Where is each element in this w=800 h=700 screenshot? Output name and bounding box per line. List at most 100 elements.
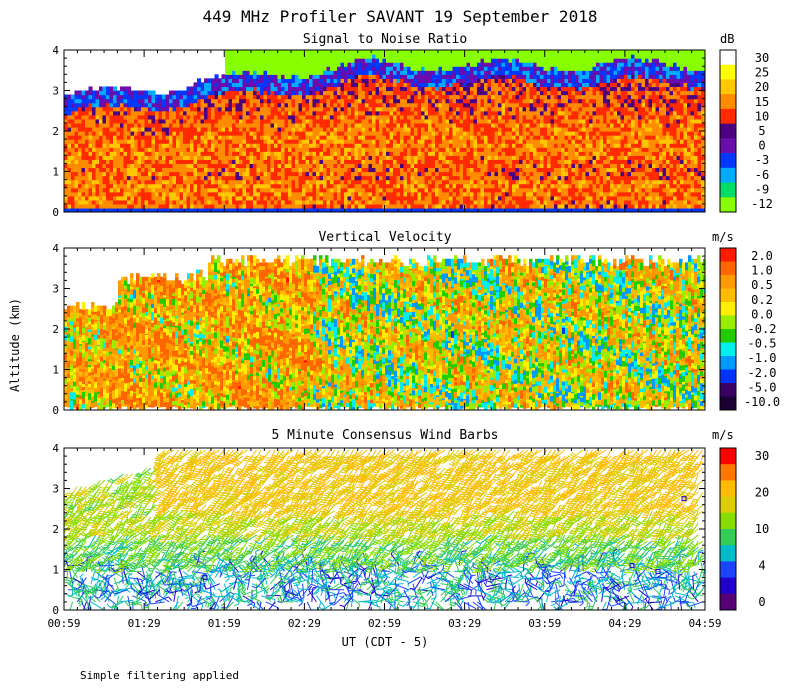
snr-cell bbox=[113, 143, 118, 148]
snr-cell bbox=[207, 171, 212, 177]
snr-cell bbox=[190, 159, 195, 164]
snr-cell bbox=[134, 167, 139, 173]
snr-cell bbox=[417, 70, 422, 75]
snr-cell bbox=[74, 159, 79, 164]
snr-cell bbox=[95, 131, 100, 136]
snr-cell bbox=[295, 203, 300, 209]
snr-cell bbox=[445, 82, 450, 88]
snr-cell bbox=[172, 175, 177, 181]
snr-cell bbox=[88, 163, 93, 169]
snr-cell bbox=[421, 187, 426, 193]
snr-cell bbox=[267, 50, 272, 55]
snr-cell bbox=[102, 151, 107, 156]
snr-cell bbox=[85, 199, 90, 205]
snr-cell bbox=[137, 171, 142, 177]
snr-cell bbox=[267, 187, 272, 193]
snr-cell bbox=[123, 203, 128, 209]
snr-cell bbox=[473, 102, 478, 108]
snr-cell bbox=[176, 90, 181, 96]
snr-cell bbox=[487, 94, 492, 100]
snr-cell bbox=[232, 54, 237, 59]
snr-cell bbox=[533, 70, 538, 75]
snr-cell bbox=[452, 187, 457, 193]
snr-cell bbox=[246, 122, 251, 128]
snr-cell bbox=[382, 122, 387, 128]
snr-cell bbox=[309, 163, 314, 169]
snr-cell bbox=[410, 151, 415, 156]
snr-cell bbox=[417, 163, 422, 169]
snr-cell bbox=[190, 86, 195, 92]
snr-cell bbox=[162, 187, 167, 193]
snr-cell bbox=[127, 167, 132, 173]
snr-cell bbox=[393, 131, 398, 136]
snr-cell bbox=[407, 106, 412, 112]
snr-cell bbox=[368, 155, 373, 160]
snr-cell bbox=[522, 110, 527, 116]
snr-cell bbox=[298, 191, 303, 197]
snr-cell bbox=[253, 82, 258, 88]
snr-cell bbox=[274, 191, 279, 197]
snr-cell bbox=[193, 90, 198, 96]
snr-cell bbox=[193, 126, 198, 132]
snr-cell bbox=[438, 86, 443, 92]
snr-cell bbox=[526, 58, 531, 63]
snr-cell bbox=[337, 118, 342, 124]
snr-cell bbox=[470, 122, 475, 128]
snr-cell bbox=[487, 126, 492, 132]
snr-cell bbox=[347, 187, 352, 193]
snr-cell bbox=[470, 207, 475, 212]
snr-cell bbox=[221, 151, 226, 156]
snr-cell bbox=[337, 183, 342, 189]
snr-cell bbox=[386, 199, 391, 205]
snr-cell bbox=[501, 94, 506, 100]
snr-cell bbox=[512, 118, 517, 124]
snr-cell bbox=[368, 110, 373, 116]
snr-cell bbox=[183, 191, 188, 197]
snr-cell bbox=[470, 151, 475, 156]
snr-cell bbox=[487, 139, 492, 144]
snr-cell bbox=[396, 102, 401, 108]
snr-cell bbox=[225, 110, 230, 116]
snr-cell bbox=[253, 187, 258, 193]
snr-cell bbox=[456, 98, 461, 104]
snr-cell bbox=[113, 155, 118, 160]
snr-cell bbox=[522, 62, 527, 67]
snr-cell bbox=[449, 66, 454, 71]
snr-cell bbox=[235, 98, 240, 104]
snr-cell bbox=[414, 102, 419, 108]
snr-cell bbox=[340, 82, 345, 88]
snr-cell bbox=[449, 74, 454, 79]
snr-cell bbox=[358, 203, 363, 209]
snr-cell bbox=[207, 179, 212, 185]
snr-cell bbox=[379, 167, 384, 173]
snr-cell bbox=[403, 54, 408, 59]
snr-cell bbox=[445, 195, 450, 201]
snr-cell bbox=[316, 94, 321, 100]
snr-cell bbox=[288, 187, 293, 193]
snr-cell bbox=[393, 155, 398, 160]
snr-cell bbox=[326, 114, 331, 120]
snr-cell bbox=[372, 106, 377, 112]
snr-cell bbox=[522, 203, 527, 209]
snr-cell bbox=[102, 187, 107, 193]
snr-cell bbox=[515, 62, 520, 67]
snr-cell bbox=[123, 199, 128, 205]
snr-cell bbox=[144, 98, 149, 104]
snr-cell bbox=[508, 110, 513, 116]
snr-cell bbox=[235, 135, 240, 140]
snr-cell bbox=[368, 118, 373, 124]
snr-cell bbox=[256, 66, 261, 71]
snr-cell bbox=[130, 191, 135, 197]
snr-cell bbox=[417, 122, 422, 128]
snr-cell bbox=[379, 54, 384, 59]
snr-cell bbox=[533, 139, 538, 144]
snr-cell bbox=[330, 122, 335, 128]
snr-cell bbox=[515, 122, 520, 128]
snr-cell bbox=[421, 143, 426, 148]
snr-cell bbox=[81, 183, 86, 189]
snr-cell bbox=[389, 102, 394, 108]
snr-cell bbox=[235, 171, 240, 177]
snr-cell bbox=[281, 167, 286, 173]
snr-cell bbox=[95, 126, 100, 132]
snr-cell bbox=[260, 195, 265, 201]
